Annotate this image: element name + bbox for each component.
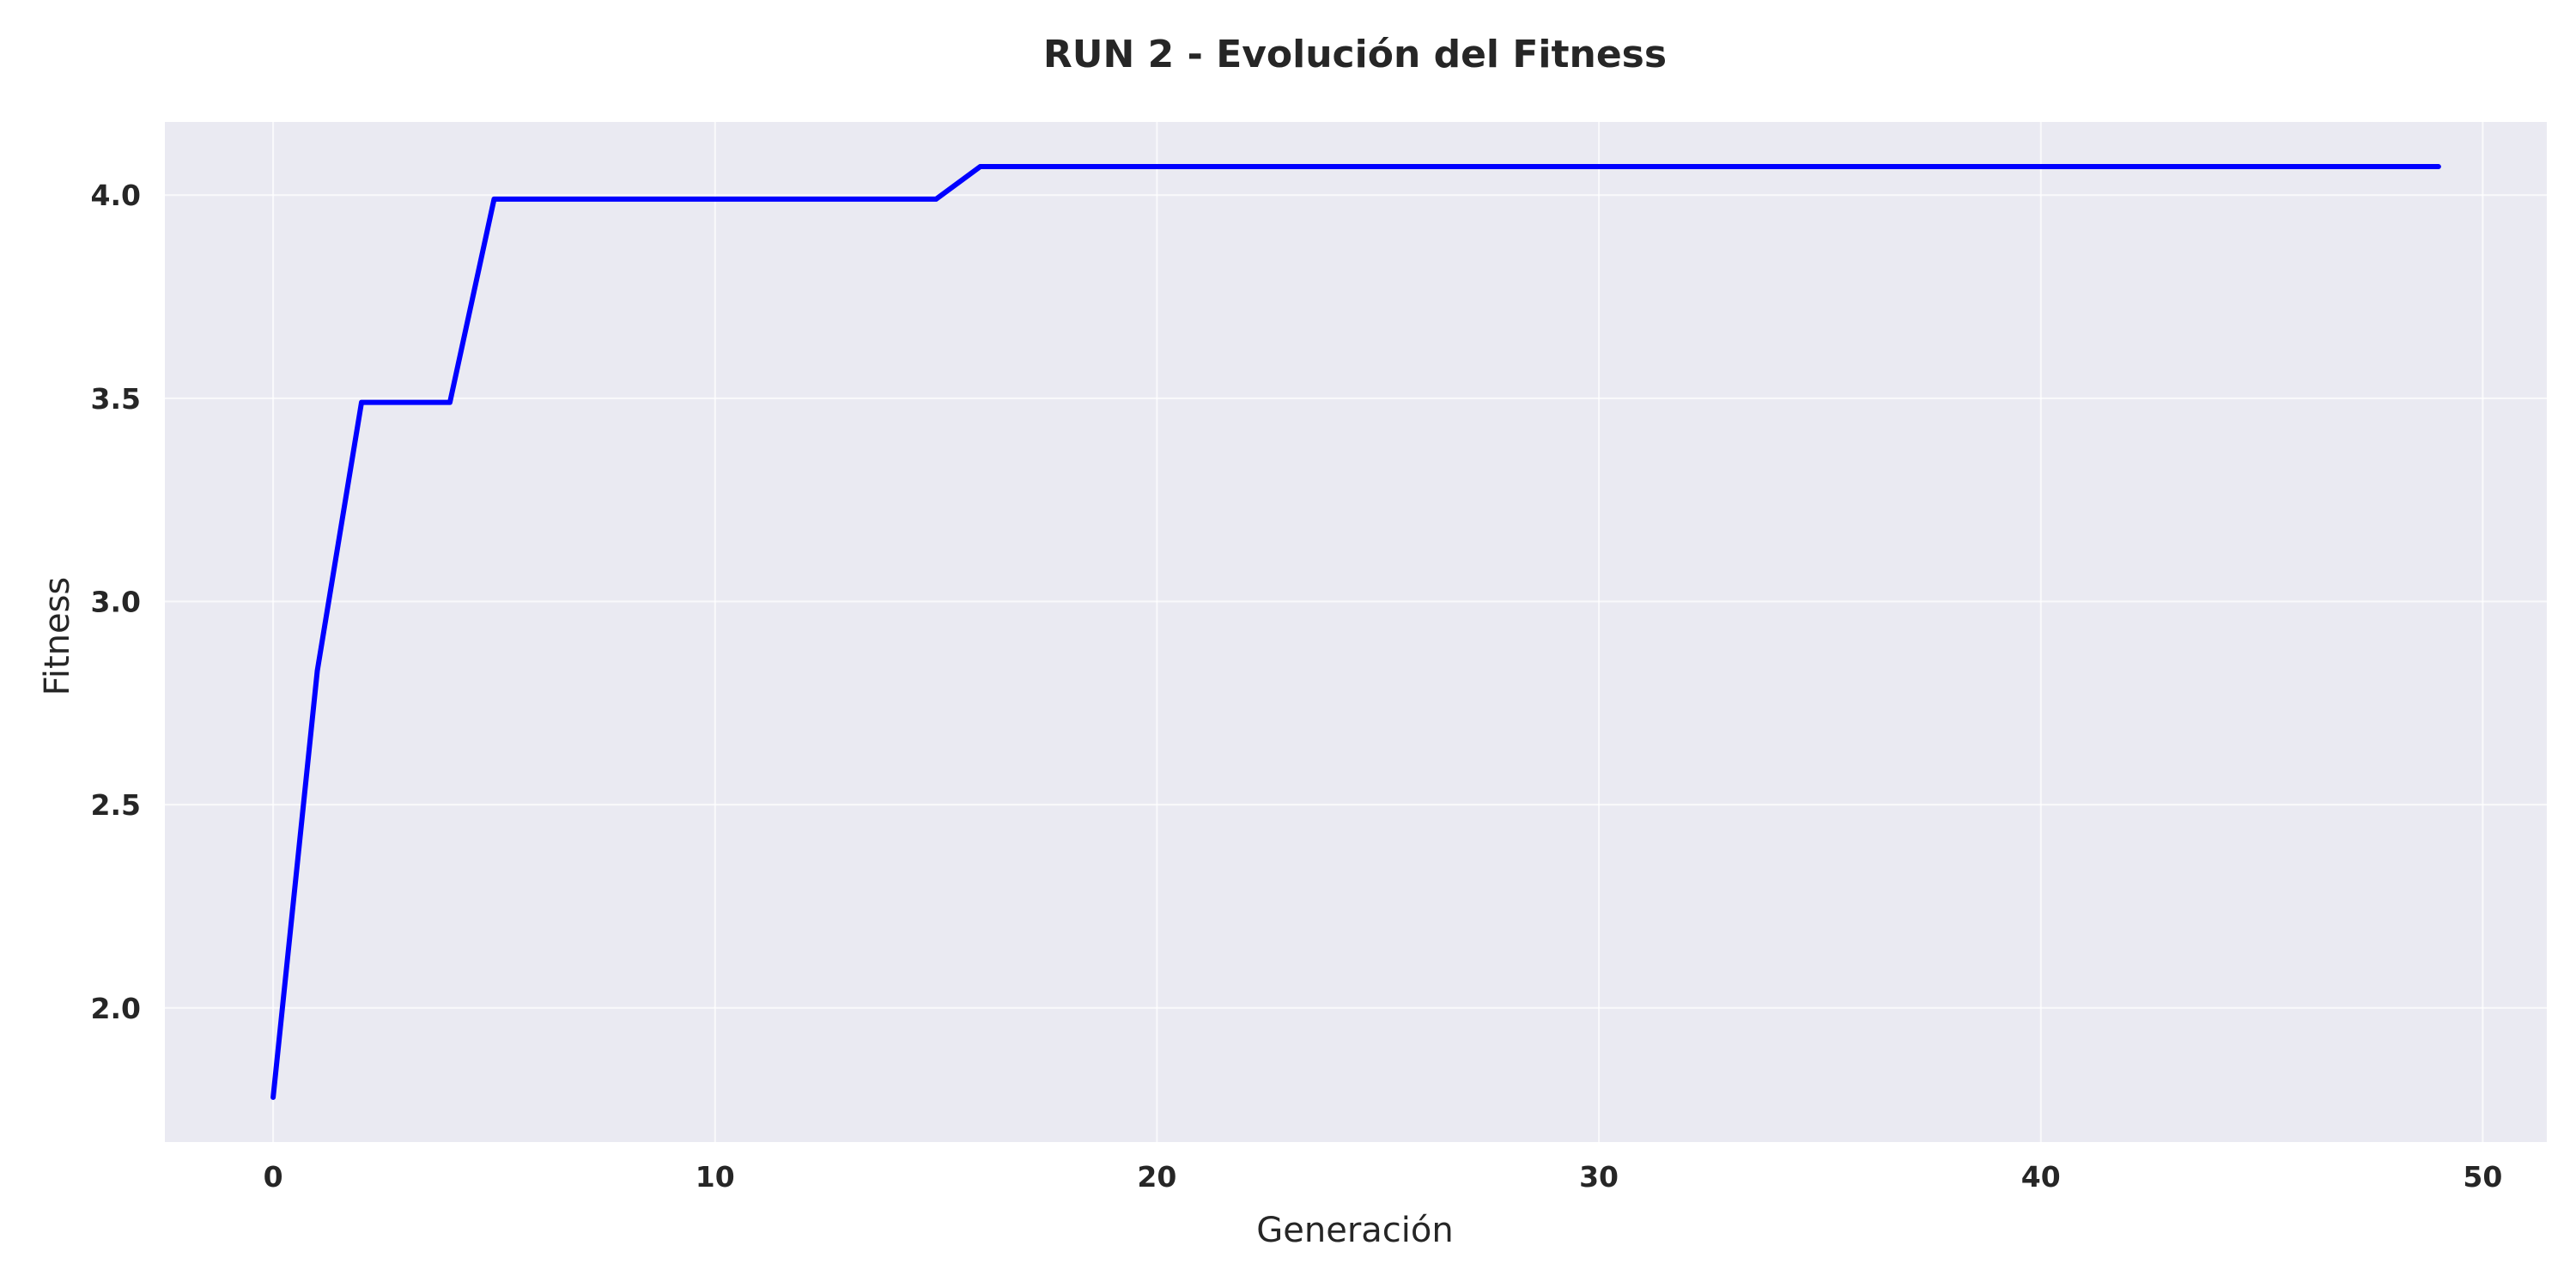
data-point [714, 197, 717, 201]
data-point [802, 197, 805, 201]
data-point [1155, 165, 1158, 168]
data-point [1111, 165, 1115, 168]
data-point [1288, 165, 1291, 168]
data-point [2348, 165, 2352, 168]
data-point [1066, 165, 1070, 168]
data-point [1243, 165, 1247, 168]
data-point [1818, 165, 1821, 168]
data-point [1729, 165, 1733, 168]
data-point [669, 197, 672, 201]
y-tick-label: 4.0 [91, 179, 141, 212]
data-point [846, 197, 849, 201]
chart-title: RUN 2 - Evolución del Fitness [1043, 33, 1667, 76]
series-layer [270, 164, 2441, 1100]
x-tick-label: 0 [264, 1160, 283, 1194]
data-point [1906, 165, 1910, 168]
data-point [979, 165, 982, 168]
data-point [360, 401, 363, 404]
fitness-series-line [270, 164, 2441, 1100]
data-point [2172, 165, 2175, 168]
data-point [1774, 165, 1777, 168]
data-point [2437, 165, 2440, 168]
data-point [1553, 165, 1557, 168]
data-point [2039, 165, 2043, 168]
data-point [757, 197, 761, 201]
plot-area [165, 122, 2547, 1142]
data-point [890, 197, 894, 201]
x-tick-label: 10 [696, 1160, 735, 1194]
data-point [1465, 165, 1468, 168]
x-axis-ticks: 0 10 20 30 40 50 [264, 1160, 2503, 1194]
data-point [1686, 165, 1689, 168]
y-tick-label: 3.0 [91, 586, 141, 619]
data-point [934, 197, 938, 201]
y-axis-label: Fitness [38, 577, 77, 696]
data-point [448, 401, 452, 404]
data-point [625, 197, 629, 201]
data-point [271, 1096, 275, 1099]
data-point [580, 197, 584, 201]
x-tick-label: 50 [2463, 1160, 2502, 1194]
x-tick-label: 40 [2021, 1160, 2061, 1194]
data-point [2128, 165, 2131, 168]
x-axis-label: Generación [1256, 1211, 1453, 1250]
data-point [1995, 165, 1998, 168]
data-point [1200, 165, 1203, 168]
data-point [2260, 165, 2263, 168]
data-point [2305, 165, 2308, 168]
data-point [537, 197, 540, 201]
data-point [1023, 165, 1026, 168]
y-tick-label: 2.5 [91, 788, 141, 822]
data-point [2392, 165, 2396, 168]
y-tick-label: 2.0 [91, 992, 141, 1025]
grid-layer [165, 122, 2547, 1142]
data-point [2216, 165, 2220, 168]
data-point [2083, 165, 2087, 168]
y-tick-label: 3.5 [91, 382, 141, 416]
y-axis-ticks: 2.0 2.5 3.0 3.5 4.0 [91, 179, 141, 1025]
data-point [1642, 165, 1645, 168]
data-point [492, 197, 495, 201]
data-point [404, 401, 407, 404]
data-point [1332, 165, 1335, 168]
data-point [1951, 165, 1954, 168]
data-point [316, 669, 319, 672]
x-tick-label: 20 [1137, 1160, 1176, 1194]
x-tick-label: 30 [1579, 1160, 1619, 1194]
data-point [1509, 165, 1512, 168]
data-point [1597, 165, 1601, 168]
data-point [1376, 165, 1380, 168]
data-point [1862, 165, 1866, 168]
data-point [1420, 165, 1424, 168]
